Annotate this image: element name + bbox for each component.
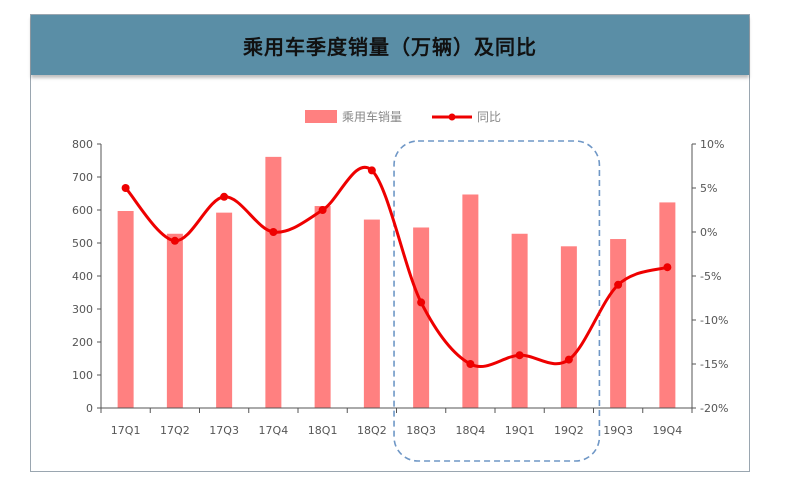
yoy-point-19Q4 [663,263,672,272]
x-tick-label: 19Q2 [554,424,584,437]
x-tick-label: 19Q3 [603,424,633,437]
bar-18Q2 [363,219,380,408]
x-tick-label: 18Q4 [456,424,486,437]
x-tick-label: 17Q4 [259,424,289,437]
y-tick-label-left: 600 [72,204,93,217]
y-tick-label-left: 200 [72,336,93,349]
legend-bar-label: 乘用车销量 [342,109,402,124]
yoy-point-17Q3 [220,192,229,201]
x-tick-label: 18Q2 [357,424,387,437]
x-tick-label: 17Q2 [160,424,190,437]
y-tick-label-right: 10% [700,138,724,151]
yoy-point-17Q1 [121,184,130,192]
yoy-point-18Q2 [367,166,376,175]
yoy-point-17Q4 [269,228,278,236]
bar-17Q2 [166,233,183,408]
bar-19Q2 [560,246,577,408]
yoy-point-18Q1 [318,206,327,214]
bar-19Q1 [511,233,528,408]
y-tick-label-left: 100 [72,369,93,382]
y-tick-label-left: 0 [86,402,93,415]
yoy-point-17Q2 [170,236,179,245]
yoy-point-18Q3 [417,298,426,307]
chart-frame: 乘用车季度销量（万辆）及同比 [30,14,750,472]
legend: 乘用车销量 同比 [305,109,501,124]
y-tick-label-left: 800 [72,138,93,151]
x-tick-label: 18Q1 [308,424,338,437]
yoy-point-19Q3 [614,280,623,289]
legend-bar-swatch [305,110,337,123]
bar-18Q3 [413,227,430,408]
bar-18Q4 [462,194,479,408]
y-tick-label-right: 5% [700,182,717,195]
y-tick-label-left: 400 [72,270,93,283]
y-tick-label-left: 300 [72,303,93,316]
y-tick-label-right: -15% [700,358,728,371]
bar-19Q3 [610,239,627,408]
bar-17Q4 [265,156,282,408]
title-bar: 乘用车季度销量（万辆）及同比 [31,15,749,75]
y-tick-label-left: 500 [72,237,93,250]
bar-17Q3 [216,212,233,408]
yoy-point-19Q2 [564,355,573,364]
x-tick-label: 19Q1 [505,424,535,437]
highlight-box [393,140,601,462]
y-tick-label-right: -5% [700,270,721,283]
y-tick-label-right: -10% [700,314,728,327]
bar-18Q1 [314,206,331,408]
yoy-point-19Q1 [515,351,524,360]
x-tick-label: 18Q3 [406,424,436,437]
yoy-line [124,165,668,368]
yoy-point-18Q4 [466,360,475,368]
y-tick-label-right: -20% [700,402,728,415]
x-tick-label: 17Q3 [209,424,239,437]
chart-title: 乘用车季度销量（万辆）及同比 [243,34,537,59]
y-tick-label-left: 700 [72,171,93,184]
x-tick-label: 19Q4 [653,424,683,437]
y-tick-label-right: 0% [700,226,717,239]
legend-line-marker [448,113,456,121]
bar-17Q1 [117,210,134,408]
legend-line-label: 同比 [477,110,501,124]
x-tick-label: 17Q1 [111,424,141,437]
bar-19Q4 [659,202,676,408]
